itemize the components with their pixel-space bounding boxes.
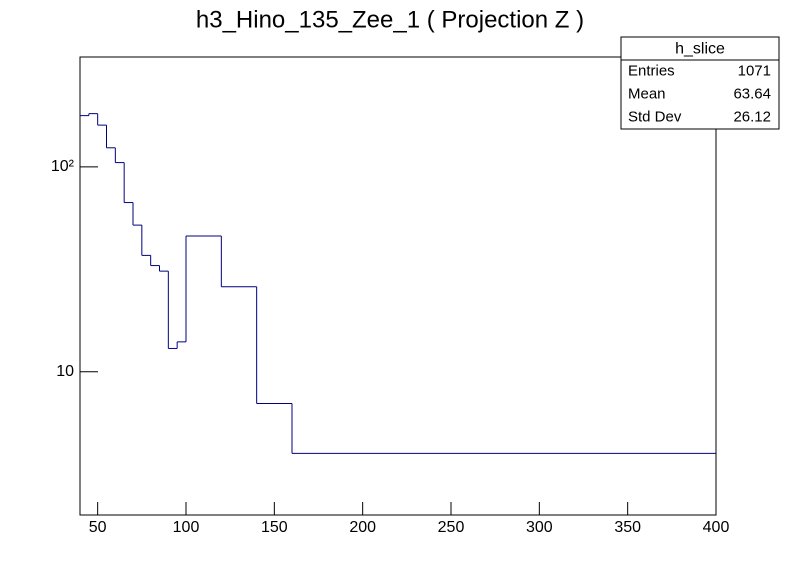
stats-value: 26.12 bbox=[733, 108, 771, 125]
x-tick-label: 150 bbox=[261, 519, 288, 536]
x-tick-label: 50 bbox=[89, 519, 107, 536]
y-tick-label: 10² bbox=[51, 158, 75, 175]
y-tick-label: 10 bbox=[56, 363, 74, 380]
x-tick-label: 300 bbox=[526, 519, 553, 536]
x-tick-label: 200 bbox=[349, 519, 376, 536]
stats-title: h_slice bbox=[675, 41, 725, 58]
stats-value: 63.64 bbox=[733, 85, 771, 102]
stats-label: Entries bbox=[628, 62, 675, 79]
chart-title: h3_Hino_135_Zee_1 ( Projection Z ) bbox=[196, 6, 584, 33]
x-tick-label: 400 bbox=[703, 519, 730, 536]
stats-label: Std Dev bbox=[628, 108, 682, 125]
stats-value: 1071 bbox=[738, 62, 771, 79]
x-tick-label: 100 bbox=[173, 519, 200, 536]
stats-box bbox=[620, 36, 780, 130]
plot-frame bbox=[79, 56, 717, 516]
x-tick-label: 250 bbox=[438, 519, 465, 536]
stats-label: Mean bbox=[628, 85, 666, 102]
x-tick-label: 350 bbox=[614, 519, 641, 536]
